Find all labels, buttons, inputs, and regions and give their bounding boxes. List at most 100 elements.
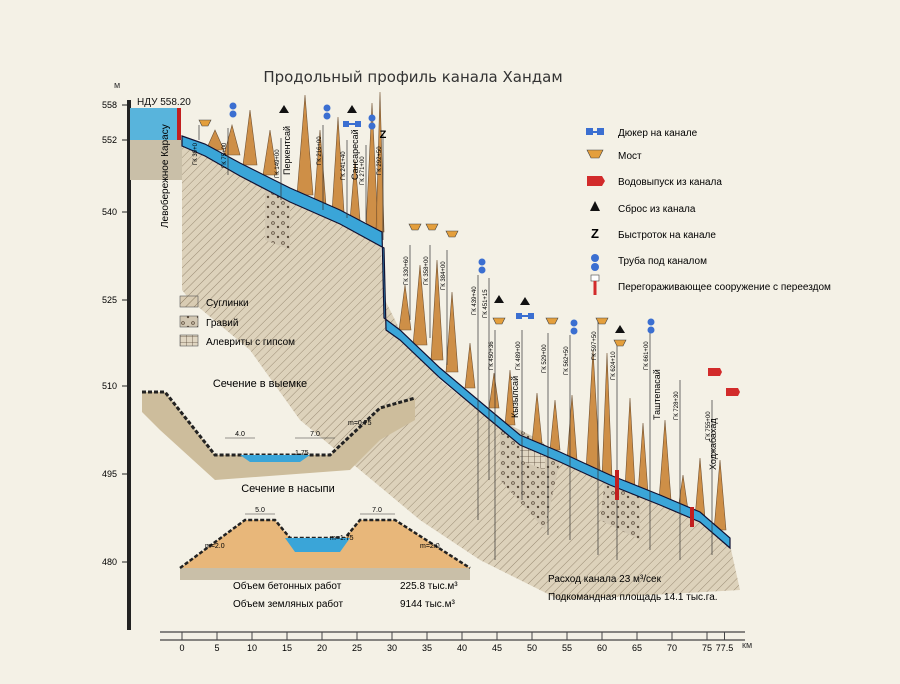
pipe-icon [323, 104, 331, 120]
legend-item: Перегораживающее сооружение с переездом [618, 282, 831, 293]
volume-value: 225.8 тыс.м³ [400, 581, 458, 592]
barrier-icon [590, 274, 600, 295]
canal-water [181, 135, 731, 550]
canal-stats: Расход канала 23 м³/сек Подкомандная пло… [548, 574, 718, 603]
relief-peak [658, 419, 672, 501]
pk-label: ГК 149+00 [275, 149, 281, 178]
x-tick-label: 0 [179, 643, 184, 653]
pk-label: ГК 529+00 [542, 344, 548, 373]
x-tick-label: 77.5 [716, 643, 734, 653]
x-axis-unit: км [742, 640, 752, 650]
volumes: Объем бетонных работ 225.8 тыс.м³ Объем … [233, 580, 458, 610]
x-tick-label: 5 [214, 643, 219, 653]
chute-icon: Z [380, 129, 387, 141]
section-dim: 1.75 [295, 450, 309, 457]
soil-legend: Суглинки Гравий Алевриты с гипсом [179, 295, 295, 348]
structure-legend: Дюкер на канале Мост Водовыпуск из канал… [586, 128, 831, 295]
pk-label: ГК 292+50 [377, 146, 383, 175]
section-dim: 4.0 [235, 431, 245, 438]
relief-peak [262, 129, 278, 176]
spillway-icon [494, 295, 504, 303]
ground-profile [182, 140, 740, 600]
relief-peak [637, 422, 649, 494]
spillway-icon [347, 105, 357, 113]
section-dim: m=0.75 [348, 420, 372, 427]
x-tick-label: 35 [422, 643, 432, 653]
section-title: Сечение в насыпи [241, 483, 335, 495]
relief-peak [242, 109, 258, 166]
bridge-icon [586, 149, 604, 159]
bridge-icon [408, 223, 422, 231]
place-label: Сансаресай [350, 129, 360, 180]
pipe-icon [647, 318, 655, 334]
barrier-icon [690, 507, 694, 527]
section-dim: 7.0 [372, 507, 382, 514]
relief-peak [694, 457, 706, 519]
headworks-label: НДУ 558.20 [137, 97, 191, 108]
x-tick-label: 40 [457, 643, 467, 653]
soil-swatch-gravel [179, 315, 199, 328]
pk-label: ГК 439+40 [472, 286, 478, 315]
place-label: Левобережное Карасу [159, 124, 171, 228]
y-tick-label: 480 [102, 557, 117, 567]
relief-peak [296, 94, 314, 196]
y-axis-unit: м [114, 80, 120, 90]
x-axis: 0 5 10 15 20 25 30 35 40 45 50 55 60 65 70 75 77.5 км [160, 631, 752, 653]
pk-label: ГК 384+00 [441, 261, 447, 290]
place-labels: Левобережное Карасу Перкентсай Сансареса… [159, 124, 718, 470]
outlet-icon [587, 176, 605, 186]
pk-markers: ГК 39+0 ГК 75+00 ГК 149+00 ГК 216+00 ГК 241+… [193, 125, 713, 560]
relief-peak [445, 291, 459, 373]
soil-label: Алевриты с гипсом [206, 337, 295, 348]
legend-item: Мост [618, 151, 642, 162]
legend-item: Водовыпуск из канала [618, 177, 722, 188]
relief-peak [398, 284, 412, 331]
spillway-icon [615, 325, 625, 333]
relief-peak [430, 259, 444, 361]
stat-text: Расход канала 23 м³/сек [548, 574, 662, 585]
legend-item: Труба под каналом [618, 255, 707, 267]
outlet-icon [726, 388, 740, 396]
relief-peak [531, 392, 543, 444]
soil-label: Гравий [206, 318, 238, 329]
fill-section: Сечение в насыпи 5.0 7.0 m=2.0 m=1.75 m=… [179, 483, 471, 580]
pk-label: ГК 75+00 [222, 142, 228, 168]
bridge-icon [445, 230, 459, 238]
barrier-icon [615, 470, 619, 500]
pipe-icon [570, 319, 578, 335]
x-tick-label: 20 [317, 643, 327, 653]
y-tick-label: 510 [102, 381, 117, 391]
pk-label: ГК 624+10 [611, 351, 617, 380]
spillway-icon [520, 297, 530, 305]
culvert-icon [516, 313, 534, 319]
place-label: Перкентсай [282, 126, 292, 175]
volume-label: Объем земляных работ [233, 598, 343, 610]
spillway-icon [590, 201, 600, 211]
chute-icon: Z [591, 226, 599, 241]
spillway-icon [279, 105, 289, 113]
bridge-icon [198, 119, 212, 127]
cut-section: Сечение в выемке 4.0 7.0 1.75 m=0.75 [142, 378, 416, 480]
x-tick-label: 10 [247, 643, 257, 653]
volume-value: 9144 тыс.м³ [400, 599, 455, 610]
section-dim: 5.0 [255, 507, 265, 514]
stat-text: Подкомандная площадь 14.1 тыс.га. [548, 592, 718, 603]
soil-swatch-loam [179, 295, 199, 308]
pk-label: ГК 562+50 [564, 346, 570, 375]
pipe-icon [591, 254, 599, 271]
x-tick-label: 70 [667, 643, 677, 653]
x-tick-label: 55 [562, 643, 572, 653]
bridge-icon [613, 339, 627, 347]
section-title: Сечение в выемке [213, 378, 307, 390]
x-tick-label: 30 [387, 643, 397, 653]
pipe-icon [368, 114, 376, 130]
section-dim: m=2.0 [420, 543, 440, 550]
legend-item: Дюкер на канале [618, 128, 698, 139]
pk-label: ГК 358+00 [424, 256, 430, 285]
relief-peak [504, 369, 516, 426]
pipe-icon [229, 102, 237, 118]
soil-swatch-siltstone [179, 334, 199, 347]
bridge-icon [545, 317, 559, 325]
